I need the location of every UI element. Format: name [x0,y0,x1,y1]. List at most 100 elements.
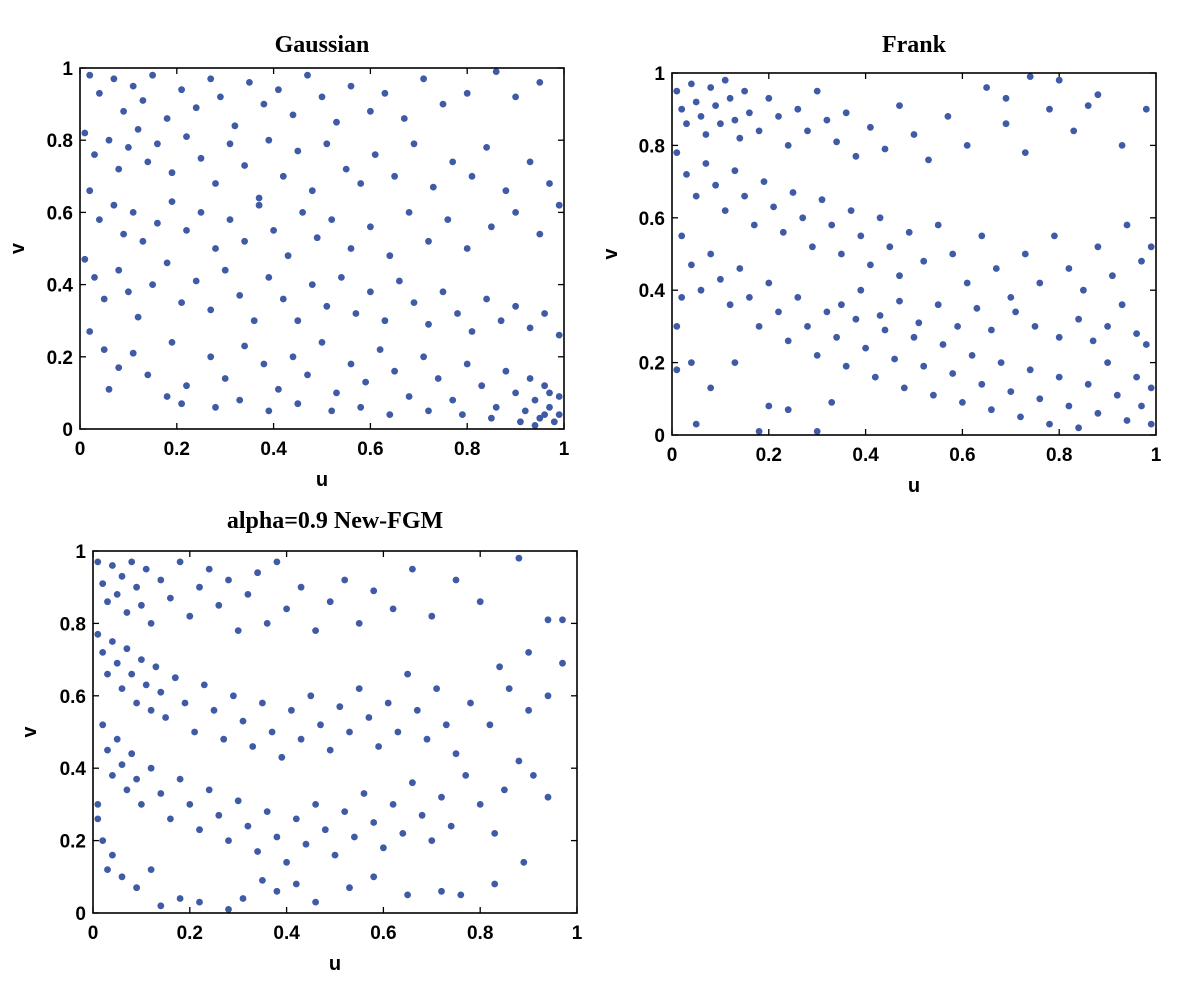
scatter-point [1084,102,1092,109]
scatter-point [239,895,247,902]
scatter-point [210,706,218,714]
scatter-point [124,288,132,296]
scatter-point [178,299,186,306]
scatter-point [997,359,1005,366]
scatter-point [255,194,263,202]
scatter-point [478,382,486,390]
scatter-point [244,822,252,830]
scatter-point [857,286,865,294]
scatter-point [973,304,981,312]
scatter-point [220,735,228,743]
scatter-point [142,681,150,689]
scatter-point [1113,391,1121,399]
scatter-point [94,630,102,638]
y-tick-label: 0.8 [639,136,665,157]
scatter-point [963,142,971,149]
scatter-point [736,134,744,142]
scatter-point [120,230,127,238]
scatter-point [255,201,263,209]
scatter-point [380,844,387,852]
scatter-point [910,333,918,341]
scatter-point [163,115,171,122]
scatter-point [181,699,189,707]
scatter-point [283,858,290,866]
scatter-point [400,115,408,122]
scatter-point [491,880,499,888]
scatter-point [536,230,544,238]
scatter-point [1104,359,1111,366]
scatter-point [100,346,108,353]
scatter-point [404,670,411,678]
scatter-point [1065,265,1073,272]
scatter-point [1084,380,1092,388]
scatter-point [717,120,724,128]
scatter-point [357,403,365,411]
scatter-point [525,706,532,714]
scatter-point [91,151,98,159]
scatter-point [468,172,476,180]
scatter-point [804,127,811,135]
scatter-point [139,97,147,104]
scatter-point [167,594,174,602]
scatter-point [365,714,373,721]
scatter-point [779,228,787,236]
scatter-point [1021,149,1029,157]
plot-frame [92,550,578,914]
x-tick-label: 0.2 [164,439,190,460]
scatter-point [157,688,165,696]
scatter-point [813,87,821,95]
scatter-point [138,656,145,663]
scatter-point [129,82,137,90]
scatter-point [299,209,306,216]
scatter-point [978,232,986,240]
scatter-point [321,826,329,834]
scatter-point [357,180,365,187]
scatter-point [920,362,928,370]
x-tick-label: 0.8 [1046,445,1072,466]
scatter-point [99,580,107,587]
scatter-point [186,801,194,808]
scatter-point [741,192,748,200]
scatter-point [842,362,850,370]
scatter-point [207,75,215,83]
y-tick-label: 1 [62,59,73,80]
scatter-point [142,565,150,573]
scatter-point [852,315,860,323]
scatter-point [110,201,118,209]
scatter-point [896,102,903,109]
scatter-point [1046,420,1053,428]
scatter-point [259,877,266,884]
scatter-point [1094,91,1102,99]
scatter-point [312,898,319,906]
scatter-point [988,406,995,414]
scatter-point [867,123,874,131]
scatter-point [531,422,539,429]
scatter-point [323,140,331,148]
scatter-point [717,275,724,283]
scatter-point [336,703,344,711]
scatter-point [486,721,494,729]
scatter-point [442,721,450,729]
scatter-point [1026,366,1034,374]
scatter-point [346,884,353,892]
scatter-point [915,319,923,327]
scatter-point [505,685,513,692]
scatter-point [197,154,205,162]
x-tick-label: 0.8 [454,439,480,460]
scatter-point [231,122,239,130]
scatter-point [279,295,287,303]
scatter-point [381,317,389,325]
scatter-point [425,237,432,245]
scatter-point [1055,373,1063,381]
scatter-point [794,294,802,301]
scatter-point [113,591,121,598]
scatter-point [512,302,519,310]
scatter-point [197,209,205,216]
scatter-point [234,627,242,634]
scatter-point [546,403,553,411]
scatter-point [192,104,200,112]
scatter-point [138,601,145,609]
scatter-point [113,659,121,667]
scatter-point [692,98,700,106]
